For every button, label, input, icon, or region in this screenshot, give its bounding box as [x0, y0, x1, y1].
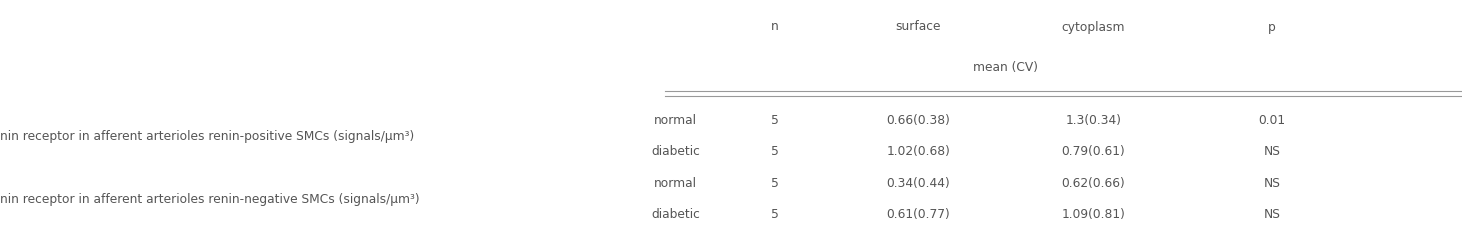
- Text: diabetic: diabetic: [651, 145, 700, 158]
- Text: surface: surface: [895, 20, 942, 34]
- Text: 0.62(0.66): 0.62(0.66): [1061, 177, 1126, 190]
- Text: diabetic: diabetic: [651, 208, 700, 221]
- Text: normal: normal: [654, 177, 697, 190]
- Text: 5: 5: [770, 145, 779, 158]
- Text: 5: 5: [770, 208, 779, 221]
- Text: normal: normal: [654, 114, 697, 127]
- Text: cytoplasm: cytoplasm: [1061, 20, 1126, 34]
- Text: nin receptor in afferent arterioles renin-negative SMCs (signals/μm³): nin receptor in afferent arterioles reni…: [0, 193, 420, 206]
- Text: 0.01: 0.01: [1259, 114, 1285, 127]
- Text: 0.79(0.61): 0.79(0.61): [1061, 145, 1126, 158]
- Text: NS: NS: [1263, 145, 1281, 158]
- Text: NS: NS: [1263, 208, 1281, 221]
- Text: 1.3(0.34): 1.3(0.34): [1066, 114, 1121, 127]
- Text: 0.66(0.38): 0.66(0.38): [886, 114, 950, 127]
- Text: 0.61(0.77): 0.61(0.77): [886, 208, 950, 221]
- Text: 1.02(0.68): 1.02(0.68): [886, 145, 950, 158]
- Text: n: n: [770, 20, 779, 34]
- Text: nin receptor in afferent arterioles renin-positive SMCs (signals/μm³): nin receptor in afferent arterioles reni…: [0, 130, 414, 143]
- Text: p: p: [1268, 20, 1276, 34]
- Text: mean (CV): mean (CV): [974, 61, 1038, 74]
- Text: 5: 5: [770, 114, 779, 127]
- Text: NS: NS: [1263, 177, 1281, 190]
- Text: 1.09(0.81): 1.09(0.81): [1061, 208, 1126, 221]
- Text: 0.34(0.44): 0.34(0.44): [886, 177, 950, 190]
- Text: 5: 5: [770, 177, 779, 190]
